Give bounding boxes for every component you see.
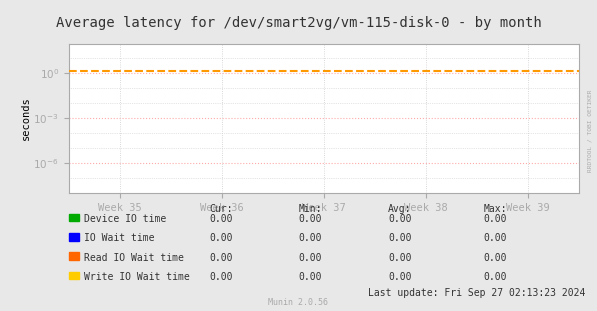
Text: 0.00: 0.00 <box>484 272 507 282</box>
Text: 0.00: 0.00 <box>388 214 412 224</box>
Text: Avg:: Avg: <box>388 204 412 214</box>
Text: 0.00: 0.00 <box>298 272 322 282</box>
Text: Min:: Min: <box>298 204 322 214</box>
Text: 0.00: 0.00 <box>484 253 507 262</box>
Text: 0.00: 0.00 <box>388 253 412 262</box>
Text: 0.00: 0.00 <box>298 253 322 262</box>
Text: Device IO time: Device IO time <box>84 214 167 224</box>
Text: Munin 2.0.56: Munin 2.0.56 <box>269 298 328 307</box>
Text: 0.00: 0.00 <box>388 272 412 282</box>
Text: 0.00: 0.00 <box>484 233 507 243</box>
Y-axis label: seconds: seconds <box>21 96 30 140</box>
Text: Write IO Wait time: Write IO Wait time <box>84 272 190 282</box>
Text: 0.00: 0.00 <box>388 233 412 243</box>
Text: IO Wait time: IO Wait time <box>84 233 155 243</box>
Text: Cur:: Cur: <box>209 204 233 214</box>
Text: Read IO Wait time: Read IO Wait time <box>84 253 184 262</box>
Text: RRDTOOL / TOBI OETIKER: RRDTOOL / TOBI OETIKER <box>587 89 592 172</box>
Text: 0.00: 0.00 <box>298 214 322 224</box>
Text: 0.00: 0.00 <box>209 214 233 224</box>
Text: 0.00: 0.00 <box>209 253 233 262</box>
Text: Last update: Fri Sep 27 02:13:23 2024: Last update: Fri Sep 27 02:13:23 2024 <box>368 288 585 298</box>
Text: Average latency for /dev/smart2vg/vm-115-disk-0 - by month: Average latency for /dev/smart2vg/vm-115… <box>56 16 541 30</box>
Text: 0.00: 0.00 <box>484 214 507 224</box>
Text: 0.00: 0.00 <box>209 272 233 282</box>
Text: Max:: Max: <box>484 204 507 214</box>
Text: 0.00: 0.00 <box>209 233 233 243</box>
Text: 0.00: 0.00 <box>298 233 322 243</box>
